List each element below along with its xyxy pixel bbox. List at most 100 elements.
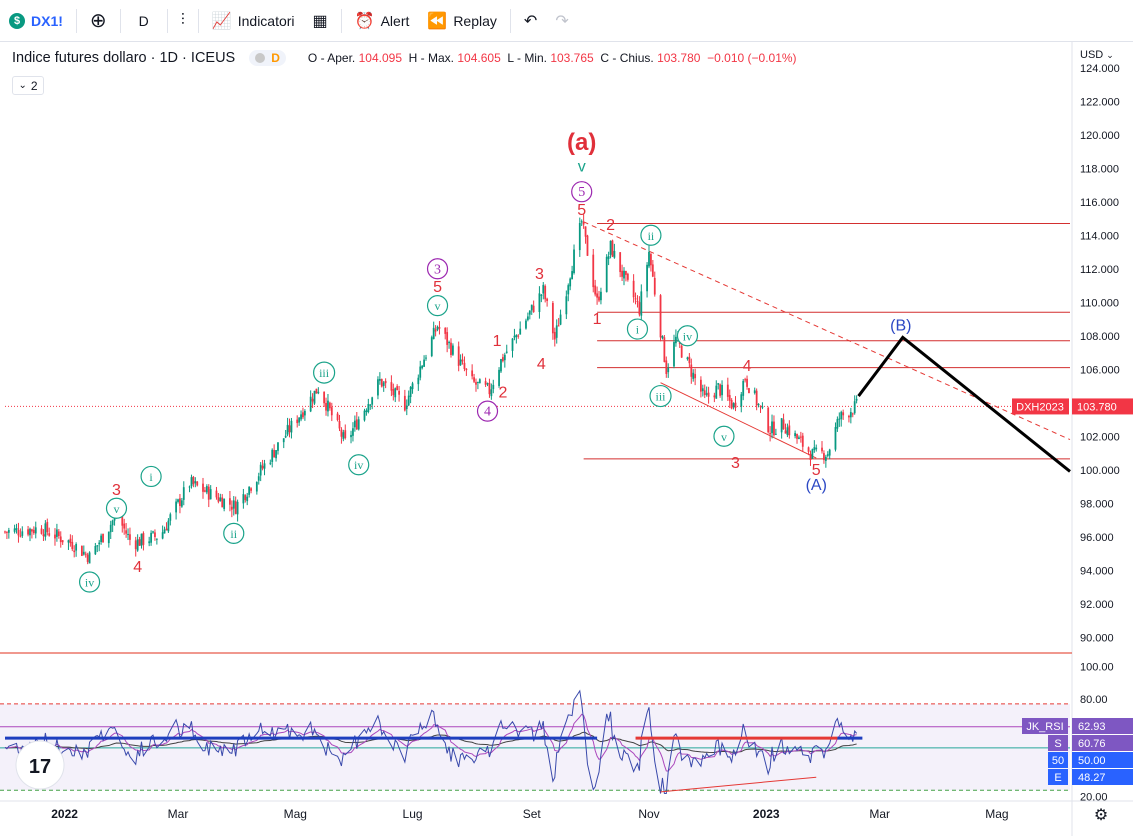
candle-body	[40, 528, 43, 534]
candle-body	[605, 256, 608, 292]
candle-body	[217, 497, 220, 502]
time-axis-label: Nov	[638, 807, 659, 821]
candle-body	[826, 454, 829, 456]
candle-body	[794, 433, 796, 437]
indicators-button[interactable]: 📈 Indicatori	[203, 0, 304, 42]
candle-body	[582, 221, 585, 225]
wave-label: 3	[434, 262, 441, 277]
candle-body	[75, 544, 78, 551]
toolbar-divider	[340, 8, 342, 33]
candle-body	[517, 335, 520, 337]
wave-label-circle	[640, 224, 662, 246]
time-axis-label: Lug	[403, 807, 423, 821]
time-axis-label: Mar	[869, 807, 890, 821]
candle-body	[767, 407, 770, 433]
candle-body	[88, 552, 91, 564]
candle-body	[161, 532, 164, 539]
candle-body	[165, 528, 168, 531]
candle-body	[392, 389, 395, 396]
wave-label: 3	[731, 455, 740, 472]
candle-body	[713, 395, 716, 398]
candle-body	[29, 528, 31, 536]
candle-body	[209, 489, 212, 500]
candle-body	[242, 494, 245, 504]
rsi-band	[0, 703, 1070, 791]
candle-body	[661, 336, 664, 339]
compare-button[interactable]: ⊕	[81, 0, 116, 42]
wave-label-circle	[476, 400, 499, 422]
candle-body	[613, 250, 616, 258]
candle-body	[651, 264, 654, 277]
candle-body	[302, 412, 304, 418]
delay-letter: D	[271, 51, 280, 65]
interval-button[interactable]: D	[125, 0, 163, 42]
candle-body	[505, 351, 508, 353]
candle-body	[411, 383, 414, 390]
candle-body	[357, 419, 360, 430]
candle-body	[450, 342, 452, 356]
wave-label: 5	[578, 185, 585, 200]
wave-label: 4	[743, 358, 752, 375]
candle-body	[632, 280, 635, 298]
collapse-indicators-button[interactable]: ⌄ 2	[12, 76, 44, 95]
candle-body	[82, 551, 85, 555]
wave-label: 2	[498, 385, 507, 402]
candle-body	[309, 396, 312, 412]
candle-body	[182, 487, 185, 500]
candle-body	[646, 264, 648, 292]
alert-button[interactable]: ⏰ Alert	[346, 0, 419, 42]
candle-body	[394, 388, 397, 398]
candle-body	[703, 390, 706, 395]
currency-selector[interactable]: USD ⌄	[1080, 49, 1114, 61]
redo-button[interactable]: ↷	[546, 0, 577, 42]
candle-body	[490, 389, 493, 397]
candle-body	[369, 404, 372, 406]
rsi-value-badge: 50.00	[1078, 755, 1106, 767]
candle-body	[486, 383, 489, 385]
candle-body	[96, 545, 99, 547]
candle-body	[730, 400, 733, 409]
candle-body	[190, 477, 193, 487]
candle-body	[784, 430, 787, 434]
replay-button[interactable]: ⏪ Replay	[418, 0, 506, 42]
candle-body	[296, 419, 299, 424]
candle-body	[355, 419, 358, 430]
candle-body	[398, 390, 400, 395]
candle-body	[98, 542, 101, 545]
candle-body	[596, 293, 598, 298]
templates-button[interactable]: ▦	[304, 0, 337, 42]
candle-body	[236, 501, 239, 515]
candle-body	[86, 554, 89, 562]
chart-type-button[interactable]: ⫶	[172, 0, 194, 42]
symbol-search-button[interactable]: $ DX1!	[0, 0, 72, 42]
candle-body	[838, 418, 841, 420]
undo-icon: ↶	[523, 12, 538, 30]
open-label: O - Aper.	[307, 51, 356, 65]
candle-body	[94, 546, 97, 555]
candle-body	[229, 498, 231, 505]
candle-body	[478, 379, 481, 384]
candle-body	[559, 314, 562, 325]
wave-label-circle	[223, 522, 245, 544]
wave-label-circle	[676, 325, 699, 347]
candle-body	[405, 405, 408, 410]
candle-body	[721, 384, 723, 396]
candle-body	[152, 531, 154, 533]
candle-body	[834, 427, 837, 450]
wave-label-circle	[348, 454, 370, 476]
candle-body	[680, 345, 683, 358]
candle-body	[732, 403, 735, 408]
candle-body	[809, 453, 812, 460]
candle-body	[557, 325, 560, 327]
wave-label: 3	[535, 266, 544, 283]
candle-body	[607, 256, 610, 259]
market-status-pill[interactable]: D	[249, 50, 286, 66]
undo-button[interactable]: ↶	[515, 0, 546, 42]
wave-label-circle	[78, 571, 101, 593]
candle-body	[421, 365, 424, 369]
candle-body	[553, 331, 556, 340]
rsi-value-badge: 62.93	[1078, 721, 1106, 733]
candle-body	[719, 384, 722, 396]
candle-body	[567, 285, 570, 295]
price-chart[interactable]: 124.000 122.000 120.000 118.000 116.000 114.0…	[0, 42, 1133, 836]
